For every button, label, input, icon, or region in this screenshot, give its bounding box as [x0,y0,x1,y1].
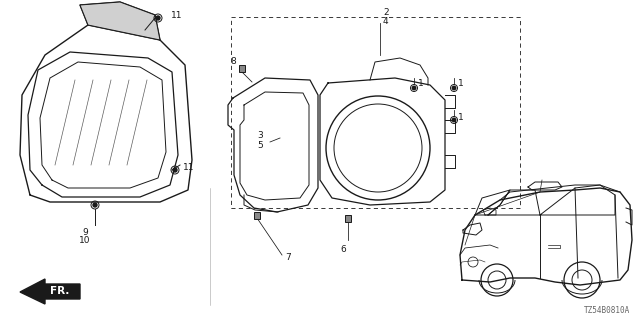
Circle shape [412,86,416,90]
Circle shape [452,86,456,90]
Text: 10: 10 [79,236,91,245]
Text: 1: 1 [458,114,464,123]
Bar [239,65,245,71]
Circle shape [93,203,97,207]
Circle shape [173,168,177,172]
Text: 11: 11 [183,164,195,172]
Text: 4: 4 [383,17,388,26]
Text: TZ54B0810A: TZ54B0810A [584,306,630,315]
Text: 9: 9 [82,228,88,237]
Polygon shape [80,2,160,40]
Circle shape [156,16,160,20]
Circle shape [452,118,456,122]
Bar [254,212,260,219]
Text: 11: 11 [171,11,182,20]
Text: 2: 2 [383,8,388,17]
Bar [345,214,351,221]
Bar [231,17,520,208]
Text: FR.: FR. [50,286,69,296]
Text: 1: 1 [458,79,464,89]
Text: 7: 7 [285,253,291,262]
Text: 6: 6 [340,245,346,254]
Text: 8: 8 [230,58,236,67]
Text: 5: 5 [257,140,263,149]
Text: 3: 3 [257,132,263,140]
Text: 1: 1 [418,79,424,89]
Polygon shape [20,279,80,304]
